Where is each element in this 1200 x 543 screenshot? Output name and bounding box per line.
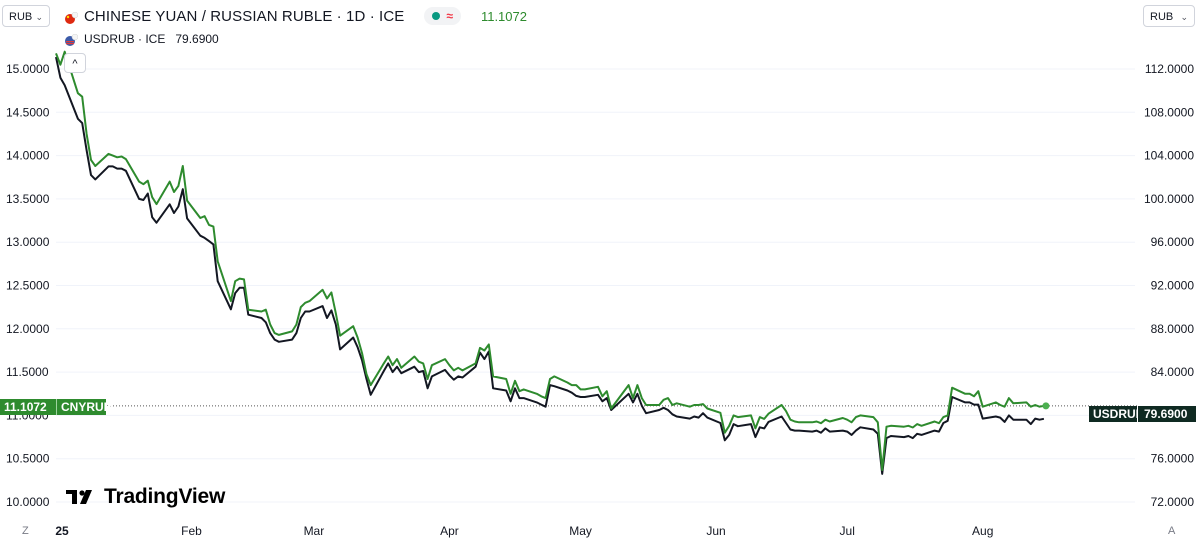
time-axis-tick-label: Apr bbox=[440, 524, 459, 538]
right-axis-tick-label: 72.0000 bbox=[1151, 495, 1195, 509]
left-axis-tick-label: 14.5000 bbox=[6, 105, 50, 119]
currency-select-left-value: RUB bbox=[9, 11, 33, 23]
usdrub-series-line bbox=[55, 56, 1045, 475]
time-axis-tick-label: Mar bbox=[304, 524, 325, 538]
tradingview-logo-text: TradingView bbox=[104, 485, 226, 508]
currency-select-right[interactable]: RUB ⌄ bbox=[1143, 5, 1195, 27]
time-axis-tick-label: May bbox=[569, 524, 592, 538]
right-price-axis: 72.000076.000080.000084.000088.000092.00… bbox=[1144, 62, 1194, 509]
us-flag-icon bbox=[64, 33, 79, 46]
usdrub-tag-symbol: USDRUB bbox=[1093, 407, 1145, 421]
left-axis-tick-label: 13.0000 bbox=[6, 235, 50, 249]
left-axis-tick-label: 10.5000 bbox=[6, 452, 50, 466]
right-axis-tick-label: 100.0000 bbox=[1144, 192, 1194, 206]
collapse-legend-button[interactable]: ^ bbox=[64, 53, 86, 73]
auto-scale-button-label: A bbox=[1168, 525, 1176, 537]
left-axis-tick-label: 12.5000 bbox=[6, 279, 50, 293]
grid-lines bbox=[56, 68, 1135, 503]
right-axis-tick-label: 88.0000 bbox=[1151, 322, 1195, 336]
usdrub-symbol-tag: USDRUB bbox=[1089, 406, 1144, 422]
timezone-button-label: Z bbox=[22, 525, 29, 537]
left-axis-tick-label: 13.5000 bbox=[6, 192, 50, 206]
auto-scale-button[interactable]: A bbox=[1168, 525, 1175, 537]
cnyrub-tag-symbol: CNYRUB bbox=[61, 400, 113, 414]
time-axis-tick-label: Jul bbox=[840, 524, 855, 538]
market-open-dot-icon bbox=[432, 12, 441, 20]
time-axis: 25 Feb Mar Apr May Jun Jul Aug bbox=[55, 524, 993, 538]
right-axis-tick-label: 112.0000 bbox=[1145, 62, 1194, 76]
market-status-pill[interactable]: ≈ bbox=[424, 7, 461, 25]
currency-select-left[interactable]: RUB ⌄ bbox=[2, 5, 50, 27]
usdrub-price-tag: 79.6900 bbox=[1138, 406, 1196, 422]
cnyrub-series-line bbox=[55, 50, 1045, 471]
right-axis-tick-label: 104.0000 bbox=[1144, 149, 1194, 163]
chevron-up-icon: ^ bbox=[72, 58, 78, 70]
left-axis-tick-label: 10.0000 bbox=[6, 495, 50, 509]
right-axis-tick-label: 76.0000 bbox=[1151, 452, 1195, 466]
cnyrub-price-tag: 11.1072 bbox=[0, 399, 56, 415]
time-axis-tick-label: Aug bbox=[972, 524, 993, 538]
time-axis-tick-label: Feb bbox=[181, 524, 202, 538]
tradingview-logo[interactable]: TradingView bbox=[66, 485, 225, 509]
usdrub-tag-value: 79.6900 bbox=[1144, 407, 1188, 421]
symbol-title: CHINESE YUAN / RUSSIAN RUBLE · 1D · ICE bbox=[84, 7, 405, 25]
last-price-dot bbox=[1042, 402, 1050, 410]
right-axis-tick-label: 84.0000 bbox=[1151, 365, 1195, 379]
chevron-down-icon: ⌄ bbox=[1180, 12, 1188, 22]
compare-symbol-price: 79.6900 bbox=[175, 32, 219, 46]
last-price: 11.1072 bbox=[480, 8, 527, 24]
compare-symbol-label: USDRUB · ICE bbox=[84, 32, 166, 46]
right-axis-tick-label: 92.0000 bbox=[1151, 279, 1195, 293]
approx-icon: ≈ bbox=[446, 9, 453, 23]
chevron-down-icon: ⌄ bbox=[35, 12, 43, 22]
currency-select-right-value: RUB bbox=[1150, 11, 1174, 23]
symbol-title-row[interactable]: CHINESE YUAN / RUSSIAN RUBLE · 1D · ICE … bbox=[64, 6, 527, 26]
left-price-axis: 10.000010.500011.000011.500012.000012.50… bbox=[6, 62, 50, 509]
left-axis-tick-label: 14.0000 bbox=[6, 149, 50, 163]
time-axis-tick-label: 25 bbox=[55, 524, 69, 538]
left-axis-tick-label: 15.0000 bbox=[6, 62, 50, 76]
right-axis-tick-label: 108.0000 bbox=[1144, 105, 1194, 119]
right-axis-tick-label: 96.0000 bbox=[1151, 235, 1195, 249]
left-axis-tick-label: 11.5000 bbox=[6, 365, 49, 379]
cnyrub-tag-value: 11.1072 bbox=[4, 400, 47, 414]
cnyrub-symbol-tag: CNYRUB bbox=[56, 399, 112, 415]
tradingview-logo-icon bbox=[66, 490, 92, 504]
time-axis-tick-label: Jun bbox=[706, 524, 725, 538]
timezone-button[interactable]: Z bbox=[22, 525, 29, 537]
left-axis-tick-label: 12.0000 bbox=[6, 322, 50, 336]
china-flag-icon bbox=[64, 11, 79, 24]
compare-symbol-row[interactable]: USDRUB · ICE 79.6900 bbox=[64, 31, 219, 47]
